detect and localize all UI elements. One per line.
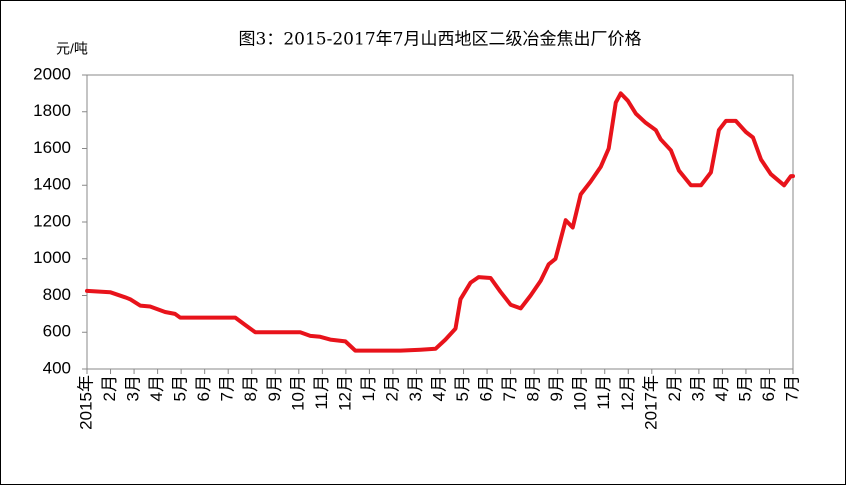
y-tick-label: 1600 xyxy=(33,138,71,157)
y-tick-label: 1400 xyxy=(33,175,71,194)
x-tick-label: 10月 xyxy=(571,375,590,411)
x-tick-label: 7月 xyxy=(500,375,519,401)
y-axis-label: 元/吨 xyxy=(56,41,88,57)
x-tick-label: 12月 xyxy=(335,375,354,411)
x-tick-label: 9月 xyxy=(265,375,284,401)
x-tick-label: 11月 xyxy=(312,375,331,410)
y-tick-label: 1800 xyxy=(33,101,71,120)
x-tick-label: 3月 xyxy=(688,375,707,401)
x-tick-label: 4月 xyxy=(147,375,166,401)
x-tick-label: 5月 xyxy=(171,375,190,401)
x-tick-label: 4月 xyxy=(429,375,448,401)
x-tick-label: 4月 xyxy=(712,375,731,401)
y-tick-label: 1000 xyxy=(33,248,71,267)
x-tick-label: 11月 xyxy=(594,375,613,410)
y-tick-label: 800 xyxy=(43,285,71,304)
chart-title: 图3：2015-2017年7月山西地区二级冶金焦出厂价格 xyxy=(239,30,642,50)
y-tick-label: 2000 xyxy=(33,64,71,83)
x-tick-label: 2月 xyxy=(100,375,119,401)
x-tick-label: 7月 xyxy=(782,375,801,401)
x-tick-label: 9月 xyxy=(547,375,566,401)
x-tick-label: 2015年 xyxy=(76,375,95,430)
y-tick-label: 1200 xyxy=(33,211,71,230)
x-tick-label: 3月 xyxy=(406,375,425,401)
y-tick-label: 600 xyxy=(43,322,71,341)
x-tick-label: 6月 xyxy=(194,375,213,401)
x-tick-label: 3月 xyxy=(124,375,143,401)
x-tick-label: 5月 xyxy=(735,375,754,401)
x-tick-label: 10月 xyxy=(288,375,307,411)
x-tick-label: 8月 xyxy=(524,375,543,401)
x-tick-label: 12月 xyxy=(618,375,637,411)
x-tick-label: 6月 xyxy=(759,375,778,401)
x-tick-label: 6月 xyxy=(477,375,496,401)
x-tick-label: 2月 xyxy=(665,375,684,401)
x-tick-label: 2月 xyxy=(382,375,401,401)
x-tick-label: 5月 xyxy=(453,375,472,401)
x-tick-label: 8月 xyxy=(241,375,260,401)
x-tick-label: 7月 xyxy=(218,375,237,401)
x-tick-label: 1月 xyxy=(359,375,378,401)
line-series xyxy=(85,91,795,353)
x-tick-label: 2017年 xyxy=(641,375,660,430)
y-tick-label: 400 xyxy=(43,358,71,377)
